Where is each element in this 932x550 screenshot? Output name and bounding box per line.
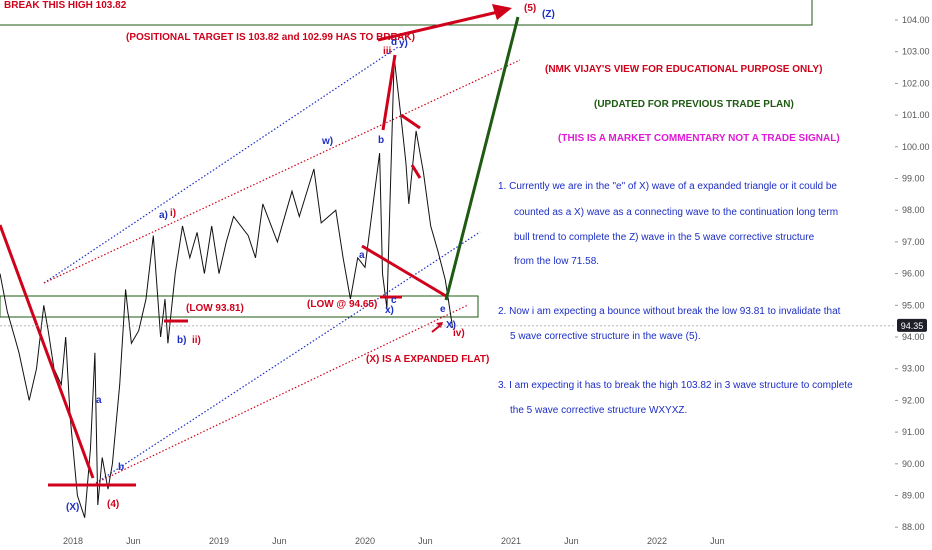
note-1-line-4: from the low 71.58. xyxy=(514,256,599,267)
wave-y-label: y) xyxy=(399,38,408,49)
upper-channel-red xyxy=(43,59,521,284)
x-tick-label: 2021 xyxy=(501,536,521,546)
x-tick-label: 2018 xyxy=(63,536,83,546)
y-tick-label: 97.00 xyxy=(902,237,925,247)
x-tick-label: Jun xyxy=(564,536,579,546)
y-tick-label: 95.00 xyxy=(902,300,925,310)
x-tick-label: 2020 xyxy=(355,536,375,546)
wave-z-label: (Z) xyxy=(542,9,555,20)
wave-a-label: a) xyxy=(159,210,168,221)
y-tick-label: 93.00 xyxy=(902,364,925,374)
price-series xyxy=(0,57,454,518)
note-2-line-1: 2. Now i am expecting a bounce without b… xyxy=(498,306,841,317)
y-tick-label: 91.00 xyxy=(902,427,925,437)
target-arrow-head xyxy=(492,4,512,20)
price-axis[interactable]: 87.0088.0089.0090.0091.0092.0093.0094.00… xyxy=(895,15,930,550)
notes-updated: (UPDATED FOR PREVIOUS TRADE PLAN) xyxy=(594,99,794,110)
header-box xyxy=(0,0,813,26)
y-tick-label: 104.00 xyxy=(902,15,930,25)
wave-d-label: d xyxy=(391,37,397,48)
wave-line-down xyxy=(0,224,95,479)
notes-title: (NMK VIJAY'S VIEW FOR EDUCATIONAL PURPOS… xyxy=(545,64,822,75)
target-text: (POSITIONAL TARGET IS 103.82 and 102.99 … xyxy=(126,32,415,43)
header-box-text: BREAK THIS HIGH 103.82 xyxy=(4,0,127,11)
x-tick-label: Jun xyxy=(272,536,287,546)
wave-line-top-short xyxy=(400,113,421,130)
wave-line-mid-short xyxy=(410,164,422,179)
note-1-line-3: bull trend to complete the Z) wave in th… xyxy=(514,232,815,243)
wave-w-label: w) xyxy=(321,136,333,147)
target-arrow-line xyxy=(377,10,499,42)
wave-x-mid-label: X) xyxy=(446,320,456,331)
arrow-up-small-head xyxy=(436,322,443,328)
y-tick-label: 89.00 xyxy=(902,491,925,501)
x-tick-label: 2019 xyxy=(209,536,229,546)
y-tick-label: 103.00 xyxy=(902,47,930,57)
wave-4-label: (4) xyxy=(107,499,119,510)
last-price-value: 94.35 xyxy=(901,321,924,331)
x-tick-label: Jun xyxy=(126,536,141,546)
support-zone-box xyxy=(0,295,479,318)
y-tick-label: 101.00 xyxy=(902,110,930,120)
y-tick-label: 92.00 xyxy=(902,395,925,405)
y-tick-label: 102.00 xyxy=(902,78,930,88)
upper-channel-blue xyxy=(43,46,399,284)
low-94-65-label: (LOW @ 94.65) xyxy=(307,299,377,310)
lower-channel-blue xyxy=(95,231,481,484)
wave-c-label: c xyxy=(391,295,397,306)
wave-line-b-d xyxy=(381,54,397,131)
y-tick-label: 88.00 xyxy=(902,522,925,532)
notes-commentary: (THIS IS A MARKET COMMENTARY NOT A TRADE… xyxy=(558,133,840,144)
y-tick-label: 94.00 xyxy=(902,332,925,342)
y-tick-label: 100.00 xyxy=(902,142,930,152)
expanded-flat-label: (X) IS A EXPANDED FLAT) xyxy=(366,354,489,365)
wave-5-label: (5) xyxy=(524,3,536,14)
wave-a-mid-label: a xyxy=(359,250,365,261)
note-1-line-2: counted as a X) wave as a connecting wav… xyxy=(514,207,838,218)
note-2-line-2: 5 wave corrective structure in the wave … xyxy=(510,331,701,342)
wave-b-top-label: b xyxy=(378,135,384,146)
last-price-badge[interactable] xyxy=(897,318,927,332)
x-tick-label: 2022 xyxy=(647,536,667,546)
note-3-line-2: the 5 wave corrective structure WXYXZ. xyxy=(510,405,687,416)
wave-x-bottom-label: (X) xyxy=(66,502,79,513)
y-tick-label: 90.00 xyxy=(902,459,925,469)
x-tick-label: Jun xyxy=(710,536,725,546)
x-tick-label: Jun xyxy=(418,536,433,546)
wave-ii-label: ii) xyxy=(192,335,201,346)
wave-iii-label: iii xyxy=(383,46,392,57)
wave-i-label: i) xyxy=(170,208,176,219)
wave-line-a-e xyxy=(361,244,447,298)
note-3-line-1: 3. I am expecting it has to break the hi… xyxy=(498,380,853,391)
y-tick-label: 98.00 xyxy=(902,205,925,215)
time-axis[interactable]: 2018 Jun 2019 Jun 2020 Jun 2021 Jun 2022 Jun xyxy=(63,536,725,546)
lower-channel-red xyxy=(95,304,469,484)
wave-b-label: b) xyxy=(177,335,186,346)
y-tick-label: 99.00 xyxy=(902,174,925,184)
wave-e-label: e xyxy=(440,304,446,315)
note-1-line-1: 1. Currently we are in the "e" of X) wav… xyxy=(498,181,837,192)
wave-x-small-label: x) xyxy=(385,305,394,316)
wave-b-bottom-label: b xyxy=(118,462,124,473)
wave-a-bottom-label: a xyxy=(96,395,102,406)
y-tick-label: 96.00 xyxy=(902,269,925,279)
low-93-81-label: (LOW 93.81) xyxy=(186,303,244,314)
projection-line-z xyxy=(444,16,520,301)
wave-iv-label: iv) xyxy=(453,328,465,339)
